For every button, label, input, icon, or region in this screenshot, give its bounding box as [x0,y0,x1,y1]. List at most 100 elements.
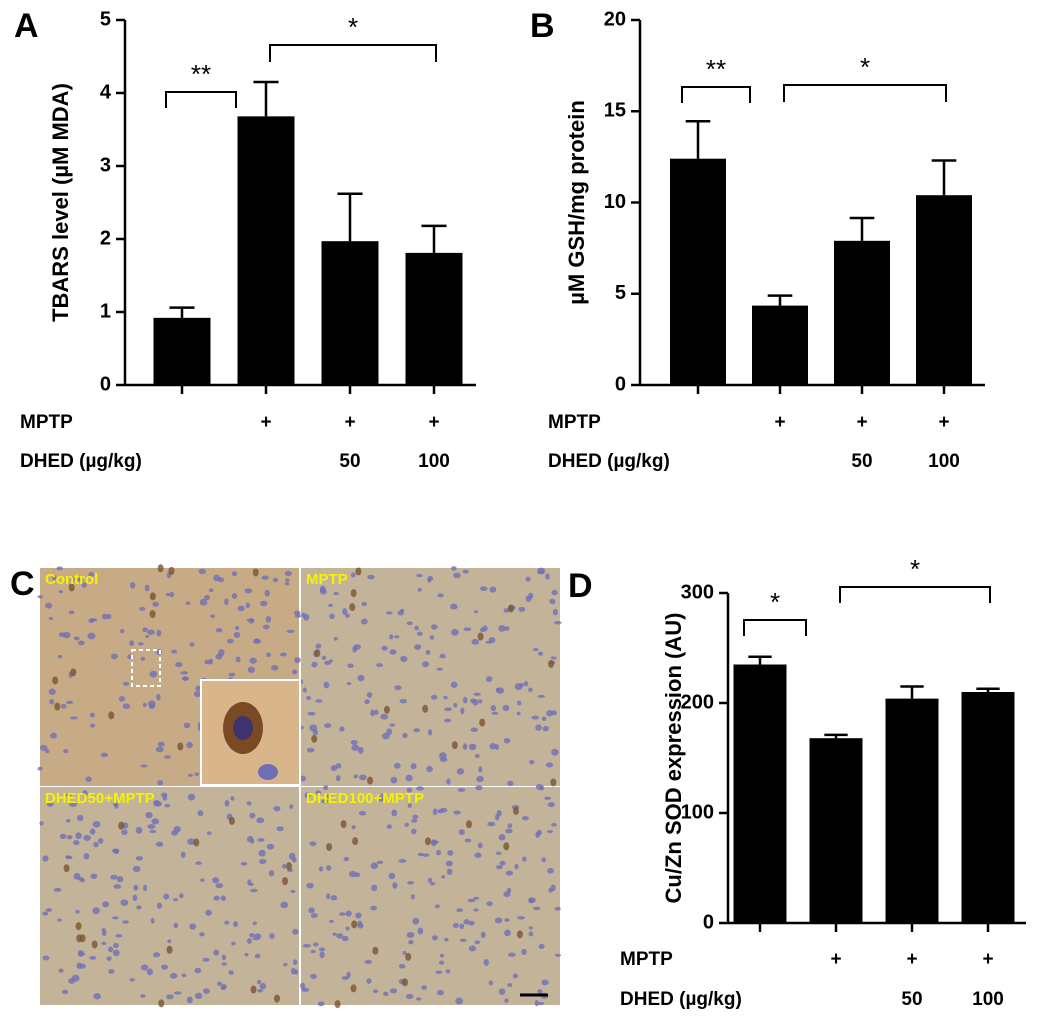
significance-bracket [681,86,751,103]
significance-label: * [348,12,358,42]
neuron [372,946,379,955]
neuron [465,820,472,829]
nucleus [551,822,557,827]
nucleus [435,970,443,974]
nucleus [266,652,271,658]
nucleus [199,878,205,882]
nucleus [446,868,453,875]
nucleus [261,575,269,580]
nucleus [231,571,238,577]
neuron [349,603,356,612]
nucleus [52,574,57,581]
nucleus [346,681,352,686]
nucleus [339,912,346,916]
nucleus [142,627,148,633]
nucleus [416,573,423,578]
nucleus [450,603,458,610]
nucleus [321,655,327,660]
nucleus [473,692,481,696]
nucleus [204,659,211,665]
row-value: + [260,412,271,433]
nucleus [381,732,390,740]
error-bar [931,159,957,196]
nucleus [187,838,196,846]
nucleus [244,588,253,594]
nucleus [443,718,452,723]
nucleus [195,861,202,865]
nucleus [92,820,101,828]
nucleus [410,763,417,770]
nucleus [350,572,356,578]
nucleus [366,978,372,984]
neuron [158,999,165,1008]
bar [237,116,295,386]
nucleus [82,790,88,797]
nucleus [406,621,413,626]
nucleus [499,860,506,866]
nucleus [537,570,545,575]
row-label: DHED (µg/kg) [620,989,742,1010]
nucleus [453,572,461,579]
nucleus [212,877,220,884]
nucleus [173,922,179,929]
nucleus [326,794,332,799]
nucleus [333,636,338,641]
neuron [512,806,519,815]
nucleus [306,695,312,701]
nucleus [68,978,76,984]
nucleus [290,889,296,894]
nucleus [245,602,251,609]
nucleus [353,774,358,779]
significance-bracket [165,91,237,108]
nucleus [59,833,67,840]
nucleus [533,906,541,911]
nucleus [535,724,542,731]
nucleus [553,620,562,625]
error-bar [337,192,363,242]
neuron [507,604,514,613]
y-tick-label: 200 [681,691,714,713]
nucleus [311,661,318,668]
nucleus [350,740,358,745]
nucleus [42,855,49,862]
nucleus [183,722,191,729]
nucleus [240,861,248,866]
neuron [402,978,409,987]
nucleus [64,793,72,797]
nucleus [430,882,436,886]
error-bar [767,294,793,306]
neuron [367,776,374,785]
neuron [351,920,358,929]
nucleus [498,624,506,632]
nucleus [496,687,505,694]
row-label: MPTP [548,412,601,433]
y-tick-label: 0 [615,373,626,395]
neuron [108,711,115,720]
nucleus [70,576,75,583]
nucleus [88,618,95,624]
nucleus [541,979,549,986]
nucleus [317,1001,325,1007]
y-tick-label: 300 [681,581,714,603]
nucleus [56,566,63,571]
nucleus [247,879,252,886]
nucleus [476,775,484,783]
neuron [91,940,98,949]
nucleus [203,988,211,994]
panel-label: C [10,565,35,603]
nucleus [507,952,516,957]
nucleus [271,665,279,671]
nucleus [333,591,339,596]
neuron [503,842,510,851]
nucleus [414,644,422,650]
bar [670,158,726,385]
nucleus [483,958,489,966]
nucleus [528,926,533,930]
nucleus [351,825,356,830]
nucleus [495,851,502,855]
nucleus [49,699,55,705]
nucleus [505,828,513,834]
nucleus [355,912,362,919]
nucleus [122,681,130,686]
nucleus [313,942,319,947]
